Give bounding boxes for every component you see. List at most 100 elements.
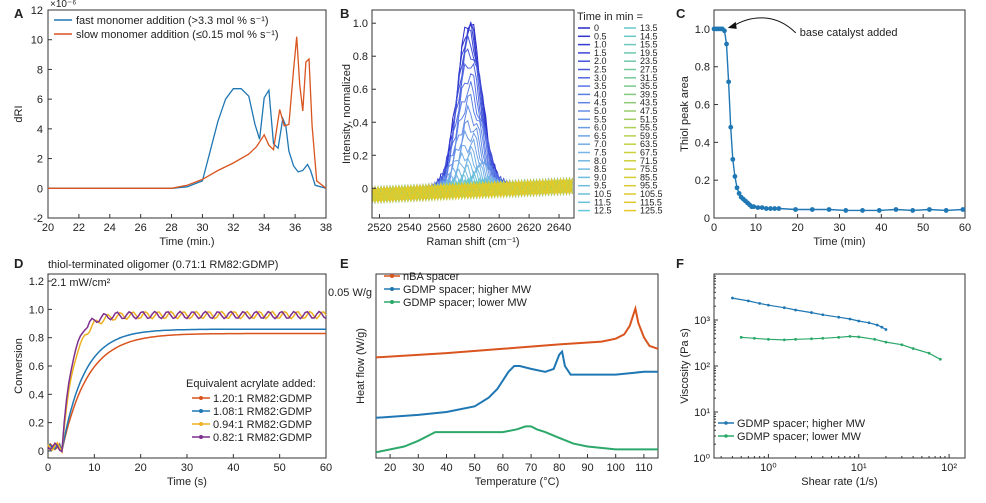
legend-label: 0.5 xyxy=(594,31,607,41)
plot-c: 0 10 20 30 40 50 60 0 0.2 0.4 0.6 0.8 1.0 Time (min) T… xyxy=(679,9,971,248)
data-point xyxy=(927,207,932,212)
series-line-2 xyxy=(375,425,658,454)
x-axis-label: Time (min) xyxy=(813,236,865,248)
y-tick-label: 0.2 xyxy=(29,418,44,430)
x-tick-label: 110 xyxy=(635,462,653,474)
legend-label: 115.5 xyxy=(640,197,662,207)
legend-label: 12.5 xyxy=(594,206,612,216)
x-tick-label: 24 xyxy=(104,222,116,234)
data-point xyxy=(821,313,825,317)
data-point xyxy=(943,208,949,213)
legend-marker xyxy=(199,409,203,413)
legend-label: 39.5 xyxy=(640,89,658,99)
legend-label: GDMP spacer; higher MW xyxy=(737,418,866,430)
x-axis-label: Shear rate (1/s) xyxy=(801,476,877,488)
legend-label: 2.0 xyxy=(594,56,607,66)
y-tick-label: 10³ xyxy=(694,315,710,327)
data-point xyxy=(766,303,770,307)
panel-letter-a: A xyxy=(14,6,24,21)
legend-label: 4.5 xyxy=(594,98,607,108)
data-point xyxy=(728,124,734,130)
plot-b: 2520 2540 2560 2580 2600 2620 2640 0 0.2 0.4 0.6 0.… xyxy=(341,9,663,248)
legend-label: 10.5 xyxy=(594,189,612,199)
legend-label: fast monomer addition (>3.3 mol % s⁻¹) xyxy=(76,15,269,27)
legend-label: 19.5 xyxy=(640,48,658,58)
data-point xyxy=(731,296,734,300)
x-tick-label: 26 xyxy=(135,222,147,234)
x-tick-label: 34 xyxy=(258,222,270,234)
x-tick-label: 0 xyxy=(711,222,717,234)
legend-marker xyxy=(390,274,394,278)
legend-label: 13.5 xyxy=(640,23,658,33)
panel-f: F 10⁰ 10¹ 10² 10⁰ 10¹ 10² 10³ Shear rate (1/s) V… xyxy=(676,256,966,488)
legend-label: 8.5 xyxy=(594,164,607,174)
y-tick-label: 0.8 xyxy=(695,62,710,74)
x-tick-label: 100 xyxy=(607,462,625,474)
legend-marker xyxy=(724,434,728,438)
data-point xyxy=(821,336,825,340)
legend-label: 0.94:1 RM82:GDMP xyxy=(213,419,312,431)
x-tick-label: 0 xyxy=(45,462,51,474)
legend-label: GDMP spacer; lower MW xyxy=(403,297,527,309)
y-tick-label: 0 xyxy=(37,183,43,195)
y-axis-label: Thiol peak area xyxy=(679,75,691,152)
y-tick-label: 0 xyxy=(362,183,368,195)
x-tick-label: 2600 xyxy=(487,222,511,234)
y-multiplier: ×10⁻⁶ xyxy=(50,0,76,10)
data-point xyxy=(766,337,770,341)
legend-label: 2.5 xyxy=(594,65,607,75)
y-tick-label: 0.4 xyxy=(695,137,710,149)
x-tick-label: 50 xyxy=(917,222,929,234)
panel-c: C 0 10 20 30 40 50 60 0 0.2 0.4 0.6 0.8 1.0 Time (min… xyxy=(676,6,971,248)
x-tick-label: 30 xyxy=(412,462,424,474)
data-point xyxy=(873,337,877,341)
panel-letter-f: F xyxy=(676,256,684,271)
spectrum-line xyxy=(371,177,573,204)
data-point xyxy=(772,206,778,211)
y-tick-label: 1.0 xyxy=(695,24,710,36)
scale-bar-label: 0.05 W/g xyxy=(328,287,372,299)
legend-label: 35.5 xyxy=(640,81,658,91)
x-tick-label: 20 xyxy=(792,222,804,234)
data-point xyxy=(848,317,852,321)
y-tick-label: 1.0 xyxy=(29,304,44,316)
x-tick-label: 28 xyxy=(165,222,177,234)
data-point xyxy=(794,337,797,341)
data-point xyxy=(730,156,736,162)
data-point xyxy=(752,336,756,340)
x-tick-label: 40 xyxy=(440,462,452,474)
chart-subtitle: 2.1 mW/cm² xyxy=(51,277,111,289)
legend-label: 8.0 xyxy=(594,156,607,166)
data-point xyxy=(810,311,813,314)
legend-label: 1.08:1 RM82:GDMP xyxy=(213,406,312,418)
chart-title: thiol-terminated oligomer (0.71:1 RM82:G… xyxy=(48,259,278,271)
x-tick-label: 20 xyxy=(135,462,147,474)
legend-label: 1.0 xyxy=(594,40,607,50)
y-axis-label: Heat flow (W/g) xyxy=(355,328,367,404)
series-line-0 xyxy=(375,304,659,359)
legend-title: Equivalent acrylate added: xyxy=(186,378,316,390)
x-tick-label: 2580 xyxy=(457,222,481,234)
legend-label: 125.5 xyxy=(640,206,663,216)
series-line-1 xyxy=(47,328,326,454)
panel-letter-b: B xyxy=(340,6,349,21)
legend-label: 0 xyxy=(594,23,599,33)
data-point xyxy=(837,315,841,319)
panel-letter-c: C xyxy=(676,6,686,21)
x-tick-label: 2620 xyxy=(517,222,541,234)
data-point xyxy=(843,208,849,213)
x-tick-label: 60 xyxy=(497,462,509,474)
y-tick-label: 1.0 xyxy=(353,18,368,30)
y-axis-label: Conversion xyxy=(13,338,25,394)
data-point xyxy=(739,335,743,339)
y-tick-label: 0 xyxy=(704,213,710,225)
y-tick-label: 0.2 xyxy=(353,150,368,162)
x-tick-label: 10⁰ xyxy=(760,462,777,474)
legend-label: GDMP spacer; lower MW xyxy=(737,431,861,443)
x-axis-label: Temperature (°C) xyxy=(475,476,559,488)
y-tick-label: 8 xyxy=(37,64,43,76)
y-tick-label: 0.2 xyxy=(695,175,710,187)
series-line-1 xyxy=(741,335,941,360)
data-point xyxy=(960,207,966,212)
legend-label: 23.5 xyxy=(640,56,658,66)
